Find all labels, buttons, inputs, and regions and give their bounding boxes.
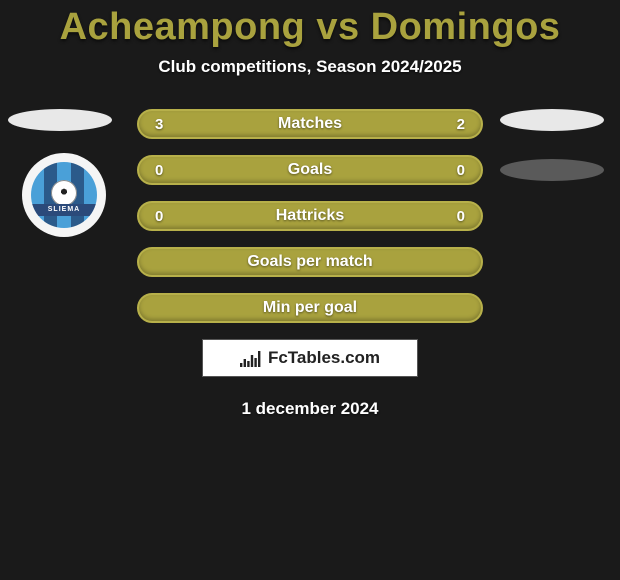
comparison-title: Acheampong vs Domingos (0, 0, 620, 49)
subtitle: Club competitions, Season 2024/2025 (0, 57, 620, 77)
date-text: 1 december 2024 (0, 399, 620, 419)
left-club-badge: SLIEMA (22, 153, 106, 237)
stat-label: Hattricks (276, 207, 344, 225)
club-badge-inner: SLIEMA (31, 162, 97, 228)
stat-left-value: 0 (155, 208, 185, 225)
badge-banner: SLIEMA (31, 204, 97, 216)
brand-box: FcTables.com (202, 339, 418, 377)
stat-row-min-per-goal: Min per goal (137, 293, 483, 323)
right-badge-column (500, 109, 610, 209)
badge-stripe (84, 162, 97, 228)
stat-label: Goals (288, 161, 332, 179)
left-badge-column: SLIEMA (8, 109, 118, 237)
left-oval-placeholder (8, 109, 112, 131)
stat-left-value: 3 (155, 116, 185, 133)
stat-row-goals-per-match: Goals per match (137, 247, 483, 277)
stat-label: Goals per match (247, 253, 372, 271)
right-oval-placeholder-2 (500, 159, 604, 181)
stat-row-goals: 0 Goals 0 (137, 155, 483, 185)
content-area: SLIEMA 3 Matches 2 0 Goals 0 0 Hattricks 0 Goals … (0, 109, 620, 419)
stat-label: Matches (278, 115, 342, 133)
badge-ball-icon (51, 180, 77, 206)
stat-right-value: 2 (435, 116, 465, 133)
stat-right-value: 0 (435, 162, 465, 179)
brand-bars-icon (240, 349, 262, 367)
stat-rows: 3 Matches 2 0 Goals 0 0 Hattricks 0 Goals per mat… (137, 109, 483, 323)
brand-text: FcTables.com (268, 348, 380, 368)
stat-row-matches: 3 Matches 2 (137, 109, 483, 139)
badge-stripe (31, 162, 44, 228)
stat-right-value: 0 (435, 208, 465, 225)
stat-label: Min per goal (263, 299, 357, 317)
stat-left-value: 0 (155, 162, 185, 179)
right-oval-placeholder-1 (500, 109, 604, 131)
stat-row-hattricks: 0 Hattricks 0 (137, 201, 483, 231)
